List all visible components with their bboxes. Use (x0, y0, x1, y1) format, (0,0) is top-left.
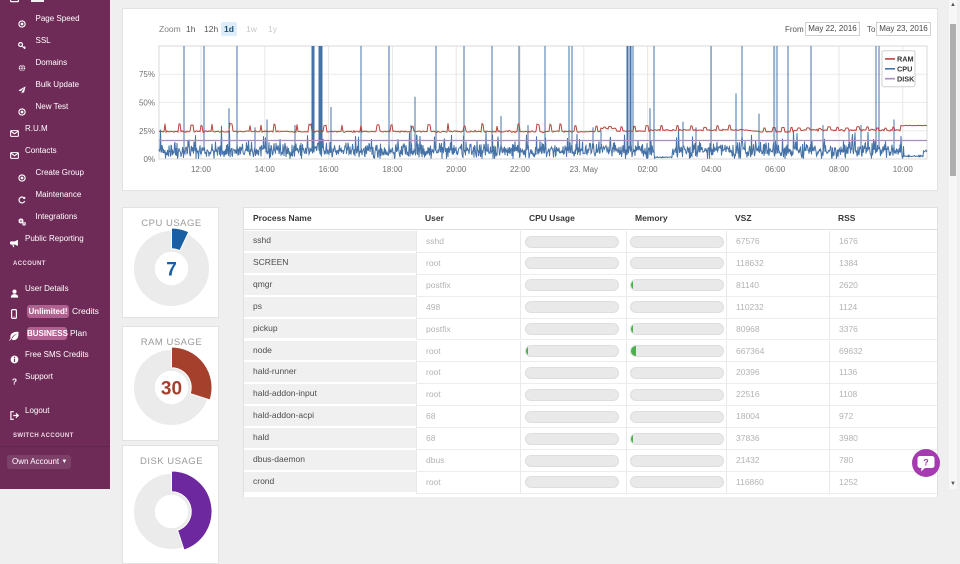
svg-text:23. May: 23. May (570, 165, 598, 174)
svg-text:30: 30 (161, 379, 182, 400)
svg-text:RAM: RAM (897, 55, 914, 64)
svg-text:16:00: 16:00 (319, 165, 340, 174)
svg-text:08:00: 08:00 (829, 165, 850, 174)
svg-text:75%: 75% (139, 70, 155, 79)
svg-text:14:00: 14:00 (255, 165, 276, 174)
svg-text:18:00: 18:00 (382, 165, 403, 174)
svg-text:0%: 0% (143, 155, 155, 164)
svg-text:12:00: 12:00 (191, 165, 212, 174)
svg-text:DISK: DISK (897, 74, 915, 83)
svg-text:50%: 50% (139, 99, 155, 108)
svg-text:20:00: 20:00 (446, 165, 467, 174)
svg-text:?: ? (923, 458, 929, 468)
svg-text:10:00: 10:00 (893, 165, 914, 174)
svg-text:22:00: 22:00 (510, 165, 531, 174)
svg-text:7: 7 (166, 260, 177, 281)
svg-text:CPU: CPU (897, 65, 912, 74)
svg-text:25%: 25% (139, 127, 155, 136)
svg-text:?: ? (11, 377, 16, 386)
svg-text:04:00: 04:00 (701, 165, 722, 174)
svg-text:02:00: 02:00 (638, 165, 659, 174)
svg-text:06:00: 06:00 (765, 165, 786, 174)
